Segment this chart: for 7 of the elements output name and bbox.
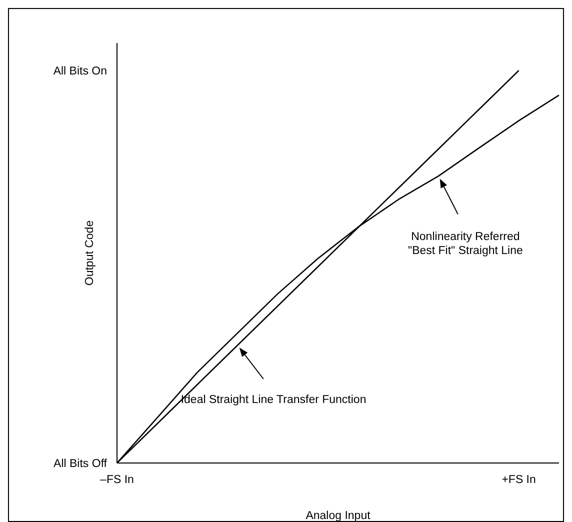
text: All Bits Off: [54, 458, 108, 470]
x-tick-label: –FS In: [100, 474, 134, 486]
annotation: Ideal Straight Line Transfer Function: [180, 394, 366, 406]
x-tick-label: +FS In: [502, 474, 536, 486]
text: All Bits On: [53, 65, 107, 78]
y-axis-title: Output Code: [84, 220, 96, 286]
annotation: Nonlinearity Referred "Best Fit" Straight Line: [408, 231, 523, 258]
